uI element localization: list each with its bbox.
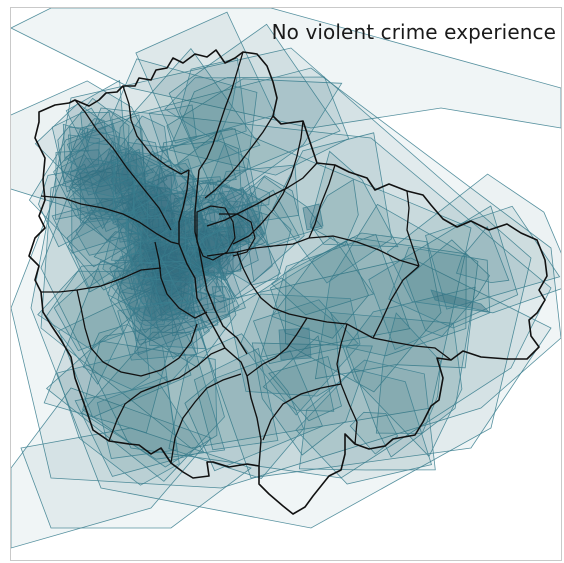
map-title: No violent crime experience bbox=[272, 20, 556, 44]
perceived-area-polygons bbox=[11, 8, 561, 548]
perceived-area-polygon bbox=[279, 328, 311, 360]
map-canvas bbox=[11, 8, 561, 560]
perceived-area-polygon bbox=[225, 216, 247, 246]
map-frame: No violent crime experience bbox=[10, 7, 562, 561]
